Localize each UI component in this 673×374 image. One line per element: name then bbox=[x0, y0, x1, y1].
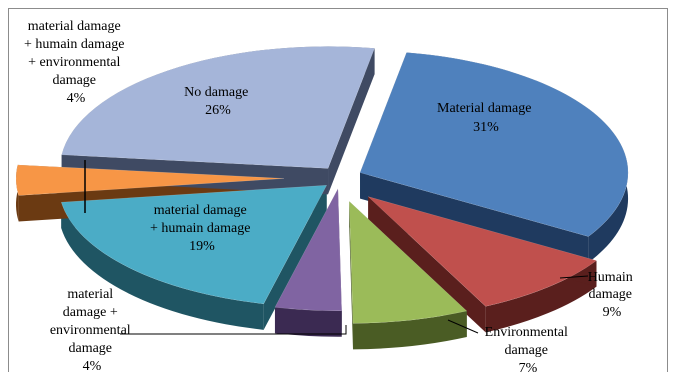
slice-wall-no-damage-1 bbox=[328, 48, 375, 195]
slice-side-environmental bbox=[353, 310, 467, 350]
slice-wall-environmental-1 bbox=[349, 201, 354, 350]
pie-tops bbox=[15, 46, 629, 324]
slice-label-mat-hum: material damage + humain damage 19% bbox=[150, 203, 254, 254]
slice-no-damage bbox=[61, 46, 375, 169]
slice-mat-hum-env bbox=[15, 164, 285, 196]
slice-wall-humain-1 bbox=[368, 196, 486, 333]
slice-humain bbox=[368, 196, 598, 307]
leader-line-environmental bbox=[447, 319, 479, 334]
leader-line-humain bbox=[559, 275, 589, 279]
slice-label-no-damage: No damage 26% bbox=[184, 85, 252, 118]
slice-side-mat-hum bbox=[61, 202, 264, 330]
slice-label-material: Material damage 31% bbox=[437, 101, 535, 135]
slice-label-mat-env: material damage + environmental damage 4… bbox=[50, 287, 134, 374]
slice-environmental bbox=[349, 200, 468, 324]
slice-label-environmental: Environmental damage 7% bbox=[485, 325, 572, 374]
slice-material bbox=[359, 52, 629, 237]
slice-label-humain: Humain damage 9% bbox=[588, 270, 637, 320]
leader-lines bbox=[84, 160, 589, 335]
slice-mat-hum bbox=[60, 184, 328, 305]
slice-side-mat-env bbox=[274, 307, 342, 337]
slice-wall-mat-hum-0 bbox=[263, 185, 327, 330]
leader-line-mat-env bbox=[120, 325, 347, 335]
slice-wall-material-1 bbox=[360, 172, 589, 263]
slice-mat-env bbox=[274, 187, 342, 311]
chart-frame bbox=[8, 8, 668, 372]
slice-label-mat-hum-env: material damage + humain damage + enviro… bbox=[24, 19, 128, 106]
